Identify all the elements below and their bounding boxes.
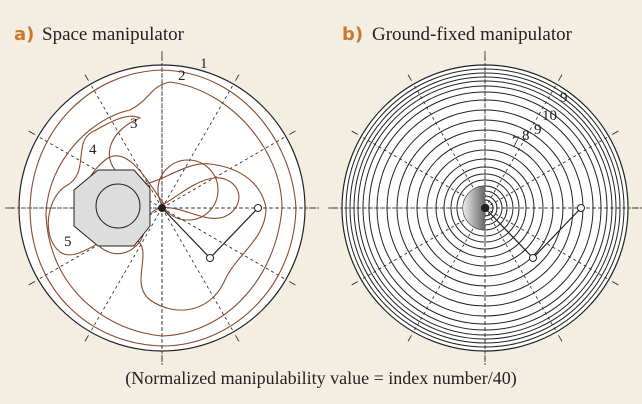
contour — [345, 68, 625, 348]
contour — [443, 166, 527, 250]
contour — [349, 72, 621, 344]
tick — [28, 130, 35, 135]
tick — [558, 335, 563, 342]
contour — [456, 179, 514, 237]
tick — [612, 281, 619, 286]
contour — [416, 139, 554, 277]
contour — [368, 91, 602, 325]
tick — [289, 130, 296, 135]
contour-label: 2 — [178, 68, 186, 84]
contour-label: 1 — [200, 56, 208, 72]
contour — [450, 173, 520, 243]
contour-label: 9 — [534, 122, 542, 138]
contour — [376, 99, 594, 317]
singular-region — [73, 169, 151, 247]
tick — [351, 281, 358, 286]
panel-title: Space manipulator — [42, 24, 185, 45]
singular-region — [463, 186, 485, 230]
contour — [95, 183, 141, 229]
panel-label: a) — [14, 24, 34, 45]
contour — [45, 81, 283, 337]
contours — [345, 68, 625, 348]
contour — [29, 69, 297, 347]
panel-label: b) — [342, 24, 363, 45]
joint — [206, 254, 214, 262]
contour — [426, 149, 544, 267]
contour-label: 7 — [512, 134, 520, 150]
contour — [357, 80, 613, 336]
contour-label: 5 — [64, 234, 72, 250]
tick — [84, 74, 89, 81]
panel-title: Ground-fixed manipulator — [372, 24, 573, 45]
contour — [406, 129, 564, 287]
joint — [158, 204, 166, 212]
tick — [351, 130, 358, 135]
panel-b: 9 10 7 8 9 — [328, 51, 642, 365]
caption: (Normalized manipulability value = index… — [125, 368, 517, 389]
tick — [407, 74, 412, 81]
contour-label: 9 — [560, 90, 568, 106]
tick — [407, 335, 412, 342]
tick — [235, 74, 240, 81]
contour — [353, 76, 617, 340]
joint — [529, 254, 537, 262]
tick — [28, 281, 35, 286]
contour-label: 3 — [130, 116, 138, 132]
contour — [435, 158, 535, 258]
tick — [235, 335, 240, 342]
tick — [612, 130, 619, 135]
joint — [481, 204, 489, 212]
contour — [362, 85, 608, 331]
contour — [396, 119, 574, 297]
joint — [577, 204, 585, 212]
joint — [254, 204, 262, 212]
tick — [558, 74, 563, 81]
contour-label: 8 — [522, 128, 530, 144]
contour-label: 4 — [89, 142, 97, 158]
contour — [157, 159, 219, 221]
tick — [289, 281, 296, 286]
contour — [47, 115, 267, 311]
tick — [84, 335, 89, 342]
contour-label: 10 — [542, 108, 557, 124]
panel-a: 1 2 3 4 5 — [5, 51, 319, 365]
